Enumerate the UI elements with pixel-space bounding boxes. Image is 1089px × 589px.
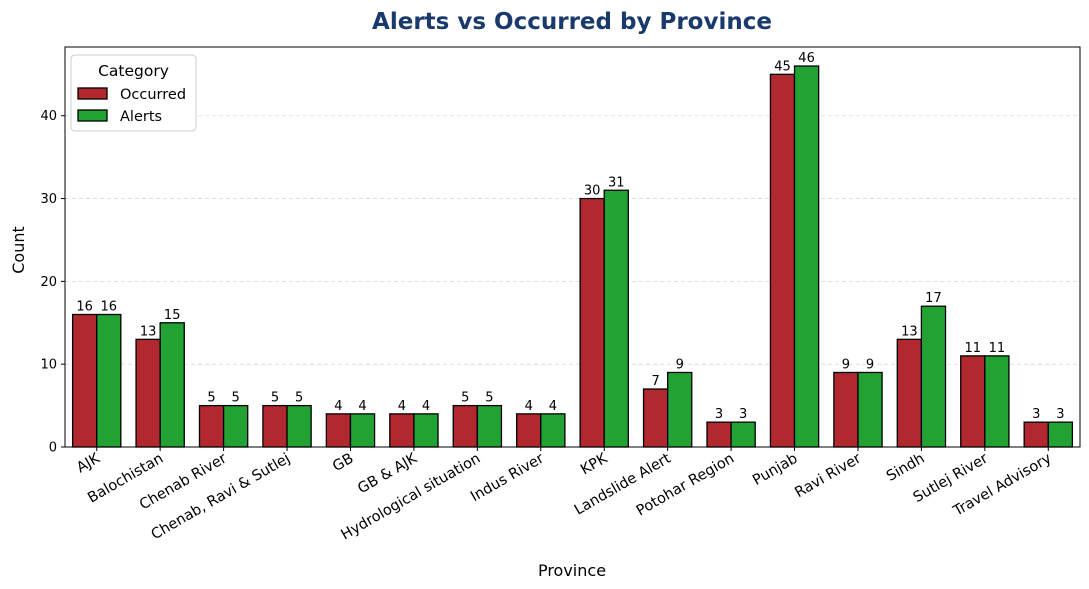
bar-value-label: 4 bbox=[422, 399, 430, 414]
bar-occurred bbox=[579, 197, 605, 448]
bar-alerts bbox=[349, 413, 376, 448]
bar-alerts bbox=[286, 404, 312, 448]
legend: Category Occurred Alerts bbox=[70, 54, 197, 132]
bar-value-label: 4 bbox=[398, 399, 406, 414]
bar-value-label: 7 bbox=[651, 374, 659, 389]
bar-occurred bbox=[389, 413, 415, 448]
bar-value-label: 3 bbox=[715, 407, 723, 422]
legend-swatch-alerts bbox=[77, 109, 108, 122]
bar-value-label: 5 bbox=[271, 391, 279, 406]
legend-label-alerts: Alerts bbox=[120, 109, 162, 125]
x-tick-label: Punjab bbox=[750, 451, 800, 489]
bar-alerts bbox=[920, 305, 947, 448]
bar-value-label: 30 bbox=[584, 184, 601, 199]
bar-occurred bbox=[198, 404, 225, 448]
bar-value-label: 46 bbox=[798, 51, 815, 66]
bar-value-label: 4 bbox=[549, 399, 557, 414]
bar-occurred bbox=[642, 388, 669, 448]
bar-alerts bbox=[96, 313, 122, 448]
bar-value-label: 11 bbox=[965, 341, 982, 356]
bar-occurred bbox=[262, 404, 288, 448]
bar-alerts bbox=[476, 404, 503, 448]
bar-value-label: 9 bbox=[676, 357, 684, 372]
bar-value-label: 5 bbox=[232, 391, 240, 406]
bar-occurred bbox=[960, 355, 986, 448]
y-tick-label: 10 bbox=[40, 358, 57, 373]
bar-value-label: 4 bbox=[358, 399, 366, 414]
bar-occurred bbox=[71, 313, 98, 448]
bar-occurred bbox=[135, 338, 161, 448]
bar-value-label: 15 bbox=[164, 308, 181, 323]
chart-title: Alerts vs Occurred by Province bbox=[372, 9, 772, 35]
x-tick-label: AJK bbox=[74, 450, 103, 476]
legend-title: Category bbox=[98, 62, 169, 80]
bar-value-label: 31 bbox=[608, 175, 625, 190]
y-tick-label: 40 bbox=[40, 109, 57, 124]
bar-value-label: 13 bbox=[140, 324, 157, 339]
bar-value-label: 9 bbox=[866, 357, 874, 372]
y-tick-label: 0 bbox=[49, 441, 57, 456]
bar-value-label: 5 bbox=[461, 391, 469, 406]
legend-swatch-occurred bbox=[77, 87, 108, 100]
bar-alerts bbox=[413, 413, 439, 448]
bar-value-label: 13 bbox=[901, 324, 918, 339]
bar-value-label: 16 bbox=[100, 299, 117, 314]
bar-occurred bbox=[452, 404, 478, 448]
bar-occurred bbox=[769, 73, 796, 448]
x-tick-label: GB bbox=[330, 451, 356, 475]
x-tick-label: KPK bbox=[578, 450, 610, 478]
bar-alerts bbox=[730, 421, 756, 448]
bar-value-label: 5 bbox=[207, 391, 215, 406]
bar-value-label: 5 bbox=[295, 391, 303, 406]
y-tick-label: 20 bbox=[40, 275, 57, 290]
bar-occurred bbox=[516, 413, 542, 448]
legend-label-occurred: Occurred bbox=[120, 87, 186, 103]
bar-value-label: 5 bbox=[485, 391, 493, 406]
bar-alerts bbox=[603, 189, 629, 448]
bar-alerts bbox=[793, 65, 820, 448]
bar-value-label: 11 bbox=[989, 341, 1006, 356]
bar-occurred bbox=[325, 413, 352, 448]
x-tick-label: Ravi River bbox=[792, 451, 864, 502]
bar-value-label: 9 bbox=[842, 357, 850, 372]
bar-value-label: 3 bbox=[1032, 407, 1040, 422]
bar-occurred bbox=[833, 371, 859, 448]
bar-alerts bbox=[857, 371, 883, 448]
y-axis-label: Count bbox=[9, 226, 28, 274]
bar-value-label: 4 bbox=[525, 399, 533, 414]
bar-alerts bbox=[667, 371, 693, 448]
bar-alerts bbox=[540, 413, 566, 448]
bar-alerts bbox=[984, 355, 1010, 448]
x-axis-label: Province bbox=[538, 561, 606, 580]
plot-frame bbox=[64, 46, 1081, 448]
bar-value-label: 16 bbox=[76, 299, 93, 314]
bar-occurred bbox=[896, 338, 923, 448]
bar-value-label: 3 bbox=[739, 407, 747, 422]
bar-value-label: 45 bbox=[774, 59, 791, 74]
bar-occurred bbox=[706, 421, 732, 448]
bar-value-label: 17 bbox=[925, 291, 942, 306]
bar-alerts bbox=[159, 322, 185, 448]
grid-layer bbox=[65, 115, 1080, 365]
x-tick-label: Sindh bbox=[884, 451, 927, 485]
bar-value-label: 4 bbox=[334, 399, 342, 414]
bar-value-label: 3 bbox=[1056, 407, 1064, 422]
bar-alerts bbox=[1047, 421, 1074, 448]
y-tick-label: 30 bbox=[40, 192, 57, 207]
bar-alerts bbox=[222, 404, 249, 448]
bar-occurred bbox=[1023, 421, 1049, 448]
